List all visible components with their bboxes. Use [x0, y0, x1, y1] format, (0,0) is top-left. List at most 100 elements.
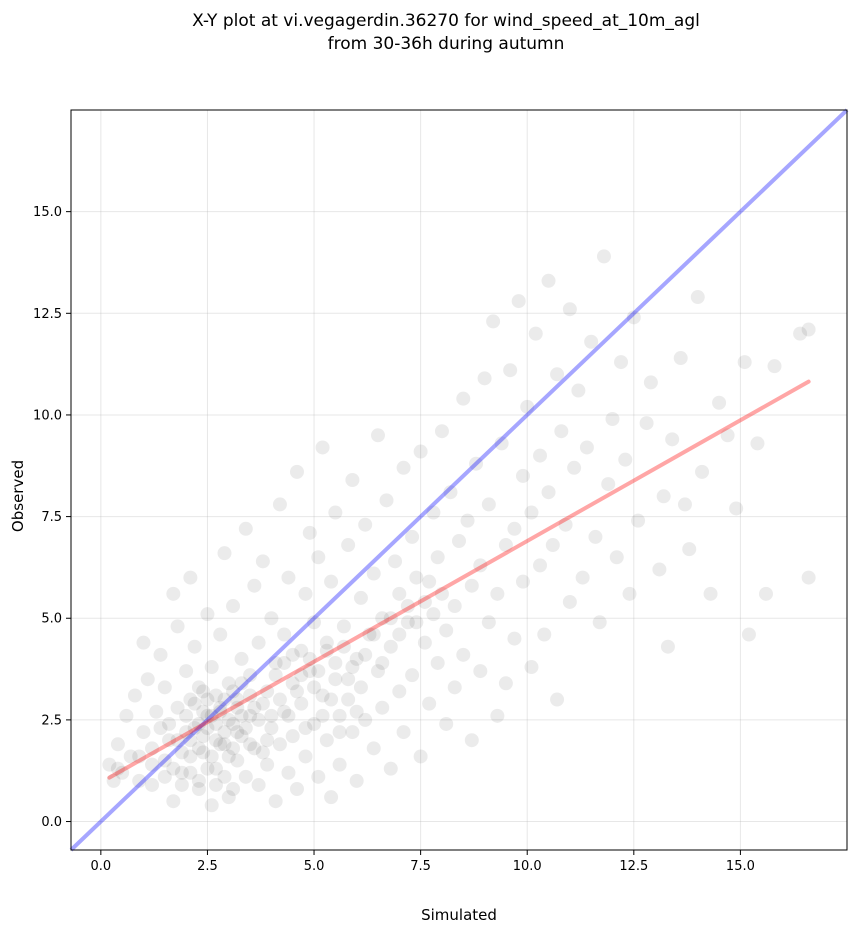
y-axis-label: Observed: [9, 460, 27, 532]
data-point: [157, 753, 172, 768]
data-point: [200, 721, 215, 736]
data-point: [153, 721, 168, 736]
data-point: [213, 704, 228, 719]
data-point: [362, 627, 377, 642]
data-point: [533, 448, 548, 463]
data-point: [413, 749, 428, 764]
grid-lines: [71, 110, 847, 850]
data-point: [166, 761, 181, 776]
data-point: [396, 460, 411, 475]
data-point: [153, 647, 168, 662]
data-point: [251, 712, 266, 727]
data-point: [217, 737, 232, 752]
data-point: [550, 692, 565, 707]
data-point: [302, 664, 317, 679]
data-point: [315, 688, 330, 703]
data-point: [281, 570, 296, 585]
data-point: [677, 497, 692, 512]
data-point: [793, 326, 808, 341]
data-point: [277, 704, 292, 719]
data-point: [294, 696, 309, 711]
data-point: [729, 501, 744, 516]
data-point: [311, 550, 326, 565]
data-point: [238, 521, 253, 536]
data-point: [268, 668, 283, 683]
data-point: [528, 326, 543, 341]
data-point: [187, 721, 202, 736]
data-point: [183, 570, 198, 585]
data-point: [324, 790, 339, 805]
data-point: [690, 290, 705, 305]
data-point: [277, 627, 292, 642]
data-point: [272, 692, 287, 707]
data-point: [336, 619, 351, 634]
y-tick-label: 5.0: [41, 612, 62, 627]
data-point: [102, 757, 117, 772]
data-point: [315, 708, 330, 723]
data-point: [498, 676, 513, 691]
data-point: [520, 399, 535, 414]
data-point: [537, 627, 552, 642]
x-tick-label: 5.0: [304, 859, 325, 874]
data-point: [136, 635, 151, 650]
data-point: [268, 794, 283, 809]
data-point: [370, 428, 385, 443]
data-point: [264, 611, 279, 626]
data-point: [345, 725, 360, 740]
data-point: [311, 664, 326, 679]
data-point: [652, 562, 667, 577]
y-tick-label: 12.5: [33, 307, 62, 322]
data-point: [307, 680, 322, 695]
data-point: [208, 688, 223, 703]
data-point: [289, 684, 304, 699]
data-point: [626, 310, 641, 325]
data-point: [324, 692, 339, 707]
data-point: [413, 444, 428, 459]
data-point: [234, 708, 249, 723]
data-point: [511, 294, 526, 309]
data-point: [545, 538, 560, 553]
data-point: [605, 412, 620, 427]
data-point: [187, 639, 202, 654]
data-point: [162, 716, 177, 731]
x-axis-ticks: 0.0 2.5 5.0 7.5 10.0 12.5 15.0: [91, 850, 755, 874]
data-point: [200, 708, 215, 723]
data-point: [145, 757, 160, 772]
data-point: [524, 660, 539, 675]
data-point: [226, 741, 241, 756]
data-point: [383, 761, 398, 776]
data-point: [507, 521, 522, 536]
data-point: [200, 607, 215, 622]
data-point: [196, 729, 211, 744]
data-point: [226, 782, 241, 797]
data-point: [191, 716, 206, 731]
data-point: [341, 538, 356, 553]
data-point: [196, 704, 211, 719]
data-point: [324, 574, 339, 589]
data-point: [221, 712, 236, 727]
data-point: [307, 615, 322, 630]
data-point: [247, 700, 262, 715]
x-tick-label: 2.5: [197, 859, 218, 874]
data-point: [332, 708, 347, 723]
data-point: [345, 660, 360, 675]
y-tick-label: 7.5: [41, 510, 62, 525]
data-point: [392, 627, 407, 642]
data-point: [226, 684, 241, 699]
data-point: [434, 586, 449, 601]
data-point: [392, 586, 407, 601]
data-point: [758, 586, 773, 601]
data-point: [665, 432, 680, 447]
data-point: [486, 314, 501, 329]
data-point: [383, 639, 398, 654]
data-point: [494, 436, 509, 451]
data-point: [106, 773, 121, 788]
data-point: [703, 586, 718, 601]
data-point: [230, 753, 245, 768]
data-point: [247, 741, 262, 756]
data-point: [294, 668, 309, 683]
data-point: [255, 745, 270, 760]
data-point: [533, 558, 548, 573]
data-point: [311, 769, 326, 784]
